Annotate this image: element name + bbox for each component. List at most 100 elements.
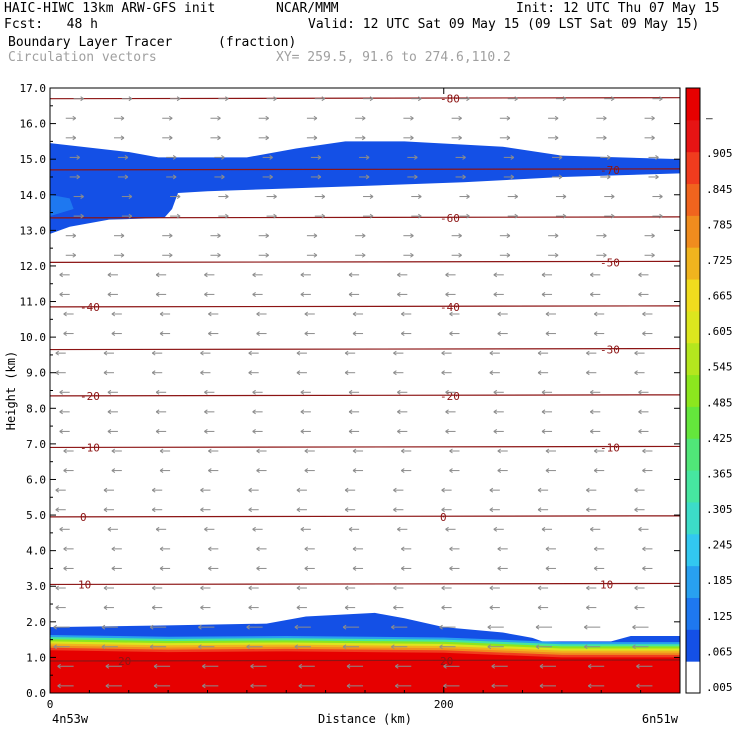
vector-arrow-head: [76, 154, 80, 160]
vector-arrow-head: [441, 507, 445, 513]
vector-arrow-head: [489, 350, 494, 356]
vector-arrow-head: [365, 154, 370, 160]
tracer-surface-band: [50, 685, 680, 693]
vector-arrow-head: [208, 448, 212, 454]
vector-arrow-head: [252, 272, 256, 278]
vector-arrow-head: [151, 370, 156, 376]
vector-arrow-head: [111, 566, 116, 571]
vector-arrow-head: [554, 135, 559, 141]
vector-arrow-head: [391, 644, 395, 650]
vector-arrow-head: [610, 96, 615, 102]
vector-arrow-head: [128, 96, 133, 102]
vector-arrow-head: [204, 291, 208, 297]
vector-arrow-head: [497, 311, 502, 317]
vector-arrow-head: [246, 644, 250, 650]
vector-arrow-head: [606, 154, 611, 160]
vector-arrow-head: [506, 252, 511, 258]
vector-arrow-head: [606, 174, 611, 180]
vector-arrow-head: [120, 135, 125, 141]
vector-arrow-head: [72, 252, 77, 258]
vector-arrow-head: [265, 135, 269, 141]
vector-arrow-head: [155, 429, 160, 434]
colorbar-segment: [686, 661, 700, 694]
vector-arrow-head: [149, 624, 154, 630]
vector-arrow-head: [105, 683, 110, 689]
vector-arrow-head: [202, 683, 206, 689]
y-tick-label: 0.0: [26, 687, 46, 700]
vector-arrow-head: [397, 272, 401, 278]
tracer-upper-core: [50, 194, 74, 217]
vector-arrow-head: [493, 291, 498, 297]
vector-arrow-head: [111, 311, 116, 317]
vector-arrow-head: [208, 331, 212, 336]
colorbar-label: –: [706, 112, 713, 125]
colorbar-label: .845: [706, 183, 733, 196]
colorbar-segment: [686, 151, 700, 185]
vector-arrow-head: [458, 135, 462, 141]
vector-arrow-head: [300, 291, 305, 297]
vector-arrow-head: [493, 389, 498, 395]
isotherm-label: 0: [440, 511, 447, 524]
vector-arrow-head: [151, 605, 156, 611]
vector-arrow-head: [348, 526, 353, 532]
vector-arrow-head: [361, 115, 366, 121]
vector-arrow-head: [441, 605, 445, 611]
vector-arrow-head: [103, 507, 108, 513]
vector-arrow-head: [414, 154, 418, 160]
y-tick-label: 17.0: [20, 82, 47, 95]
vector-arrow-head: [265, 252, 269, 258]
vector-arrow-head: [63, 331, 67, 336]
vector-arrow-head: [589, 526, 594, 532]
colorbar-label: .485: [706, 396, 733, 409]
vector-arrow-head: [414, 174, 418, 180]
vector-arrow-head: [589, 272, 594, 278]
vector-arrow-head: [59, 272, 63, 278]
vector-arrow-head: [59, 526, 63, 532]
vector-arrow-head: [497, 331, 502, 336]
colorbar-segment: [686, 183, 700, 216]
vector-arrow-head: [449, 468, 453, 473]
vector-arrow-head: [651, 135, 655, 141]
vector-arrow-head: [586, 370, 590, 376]
vector-arrow-head: [159, 448, 164, 454]
vector-arrow-head: [410, 115, 414, 121]
vector-arrow-head: [103, 605, 108, 611]
vector-arrow-head: [558, 174, 563, 180]
vector-arrow-head: [491, 663, 496, 669]
vector-arrow-head: [59, 429, 63, 434]
vector-arrow-head: [200, 605, 204, 611]
vector-arrow-head: [634, 585, 638, 591]
vector-arrow-head: [441, 585, 445, 591]
vector-arrow-head: [393, 370, 397, 376]
vector-arrow-head: [634, 487, 638, 493]
vector-arrow-head: [589, 389, 594, 395]
vector-arrow-head: [155, 272, 160, 278]
vector-arrow-head: [545, 311, 550, 317]
vector-arrow-head: [497, 546, 502, 552]
vector-arrow-head: [458, 252, 462, 258]
vector-arrow-head: [269, 174, 273, 180]
vector-arrow-head: [397, 389, 401, 395]
vector-arrow-head: [587, 663, 592, 669]
vector-arrow-head: [514, 213, 519, 219]
vector-arrow-head: [342, 624, 347, 630]
colorbar-segment: [686, 88, 700, 121]
vector-arrow-head: [344, 350, 349, 356]
vector-arrow-head: [497, 448, 502, 454]
y-tick-label: 6.0: [26, 473, 46, 486]
vector-arrow-head: [342, 644, 347, 650]
vector-arrow-head: [63, 468, 67, 473]
vector-arrow-head: [72, 233, 77, 239]
vector-arrow-head: [296, 507, 301, 513]
header-forecast: Fcst: 48 h: [4, 17, 98, 32]
isotherm-label: -70: [600, 164, 620, 177]
colorbar-label: .305: [706, 503, 733, 516]
colorbar-frame: [685, 87, 701, 694]
vector-arrow-head: [155, 409, 160, 415]
vector-arrow-head: [348, 389, 353, 395]
vector-arrow-head: [445, 389, 449, 395]
colorbar-label: .725: [706, 254, 733, 267]
vector-arrow-head: [159, 546, 164, 552]
vector-arrow-head: [107, 526, 112, 532]
x-end-label-left: 4n53w: [52, 712, 89, 726]
